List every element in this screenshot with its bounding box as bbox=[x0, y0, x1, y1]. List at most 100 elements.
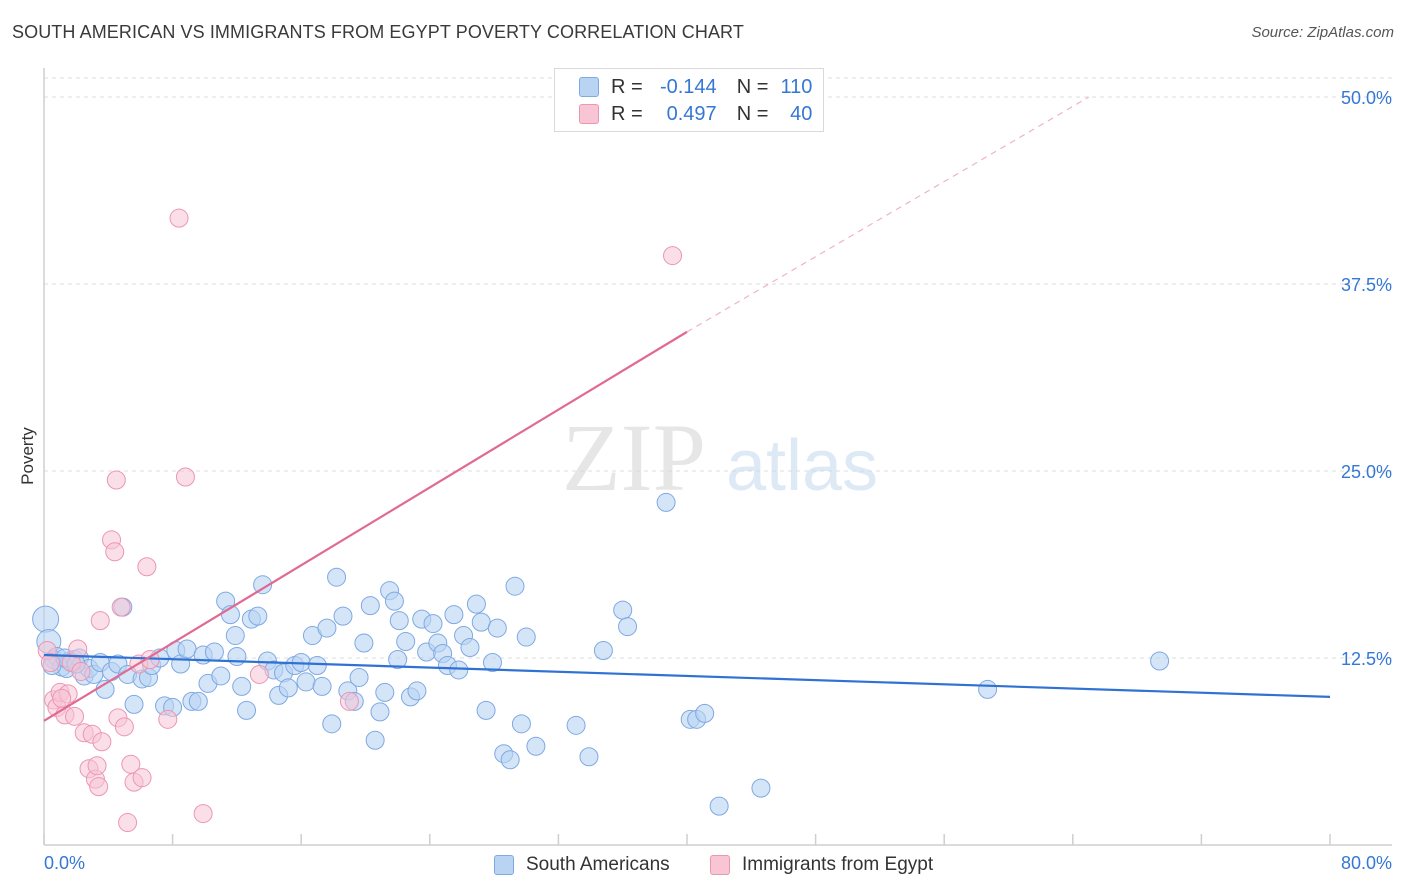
legend-r-value: 0.497 bbox=[666, 102, 717, 125]
data-point-south-americans bbox=[370, 702, 390, 722]
data-point-egypt bbox=[132, 768, 152, 788]
data-point-egypt bbox=[249, 664, 269, 684]
data-point-south-americans bbox=[322, 714, 342, 734]
data-point-south-americans bbox=[327, 567, 347, 587]
data-point-egypt bbox=[89, 777, 109, 797]
watermark-zip: ZIP bbox=[562, 404, 706, 511]
data-point-south-americans bbox=[444, 605, 464, 625]
data-point-south-americans bbox=[511, 714, 531, 734]
data-point-egypt bbox=[175, 467, 195, 487]
legend-row-south-americans: R = -0.144 N = 110 bbox=[579, 74, 812, 100]
data-point-south-americans bbox=[188, 691, 208, 711]
legend-row-egypt: R = 0.497 N = 40 bbox=[579, 101, 812, 127]
data-point-south-americans bbox=[227, 647, 247, 667]
data-point-south-americans bbox=[307, 655, 327, 675]
data-point-egypt bbox=[339, 691, 359, 711]
data-point-south-americans bbox=[204, 642, 224, 662]
data-point-south-americans bbox=[471, 612, 491, 632]
axes bbox=[43, 68, 1392, 846]
data-point-south-americans bbox=[365, 730, 385, 750]
y-tick-label: 37.5% bbox=[1341, 275, 1392, 295]
legend-n-label: N = bbox=[736, 75, 769, 98]
data-point-south-americans bbox=[466, 594, 486, 614]
data-point-south-americans bbox=[317, 618, 337, 638]
bottom-legend-swatch-pink bbox=[710, 855, 730, 875]
data-point-egypt bbox=[193, 804, 213, 824]
legend-n-value: 110 bbox=[780, 75, 813, 98]
chart-title: SOUTH AMERICAN VS IMMIGRANTS FROM EGYPT … bbox=[12, 22, 744, 42]
data-point-south-americans bbox=[278, 678, 298, 698]
trend-lines bbox=[43, 96, 1331, 722]
data-point-south-americans bbox=[656, 492, 676, 512]
data-point-south-americans bbox=[312, 676, 332, 696]
data-point-south-americans bbox=[237, 700, 257, 720]
source-label: Source: ZipAtlas.com bbox=[1251, 24, 1394, 41]
data-point-south-americans bbox=[978, 679, 998, 699]
data-point-south-americans bbox=[593, 641, 613, 661]
data-point-egypt bbox=[65, 706, 85, 726]
data-point-south-americans bbox=[389, 611, 409, 631]
data-point-south-americans bbox=[232, 676, 252, 696]
data-point-egypt bbox=[663, 246, 683, 266]
data-point-south-americans bbox=[516, 627, 536, 647]
y-tick-label: 25.0% bbox=[1341, 462, 1392, 482]
data-point-south-americans bbox=[349, 667, 369, 687]
bottom-legend-egypt: Immigrants from Egypt bbox=[710, 852, 933, 878]
data-point-south-americans bbox=[396, 632, 416, 652]
legend-n-value: 40 bbox=[790, 102, 813, 125]
data-point-south-americans bbox=[253, 575, 273, 595]
bottom-legend-swatch-blue bbox=[494, 855, 514, 875]
data-point-south-americans bbox=[476, 700, 496, 720]
data-point-south-americans bbox=[384, 591, 404, 611]
data-point-south-americans bbox=[618, 617, 638, 637]
data-point-south-americans bbox=[1150, 651, 1170, 671]
data-point-egypt bbox=[114, 717, 134, 737]
tick-labels: 12.5% 25.0% 37.5% 50.0% 0.0% 80.0% bbox=[44, 88, 1392, 873]
data-point-south-americans bbox=[526, 736, 546, 756]
data-point-egypt bbox=[106, 470, 126, 490]
legend-swatch-pink bbox=[579, 104, 599, 124]
data-point-south-americans bbox=[500, 750, 520, 770]
data-point-south-americans bbox=[487, 618, 507, 638]
legend-r-value: -0.144 bbox=[659, 75, 717, 98]
data-point-south-americans bbox=[613, 600, 633, 620]
y-tick-label: 12.5% bbox=[1341, 649, 1392, 669]
bottom-legend-label: South Americans bbox=[526, 854, 670, 875]
bottom-legend-label: Immigrants from Egypt bbox=[742, 854, 934, 875]
data-point-south-americans bbox=[360, 596, 380, 616]
data-point-south-americans bbox=[225, 626, 245, 646]
data-point-south-americans bbox=[505, 576, 525, 596]
series-south-americans bbox=[32, 492, 1170, 816]
data-point-south-americans bbox=[248, 606, 268, 626]
data-point-south-americans bbox=[333, 606, 353, 626]
data-point-south-americans bbox=[211, 666, 231, 686]
data-point-south-americans bbox=[460, 638, 480, 658]
data-point-south-americans bbox=[124, 694, 144, 714]
gridlines bbox=[44, 77, 1392, 659]
data-point-south-americans bbox=[449, 660, 469, 680]
data-point-egypt bbox=[169, 208, 189, 228]
data-point-egypt bbox=[40, 652, 60, 672]
data-point-south-americans bbox=[695, 703, 715, 723]
data-point-south-americans bbox=[177, 639, 197, 659]
data-point-egypt bbox=[68, 639, 88, 659]
legend-n-label: N = bbox=[736, 102, 769, 125]
data-point-egypt bbox=[87, 756, 107, 776]
x-tick-label-right: 80.0% bbox=[1341, 853, 1392, 873]
data-point-egypt bbox=[121, 754, 141, 774]
data-point-south-americans bbox=[32, 605, 60, 633]
data-point-egypt bbox=[52, 688, 72, 708]
data-point-south-americans bbox=[566, 715, 586, 735]
trend-line-south-americans bbox=[43, 653, 1331, 698]
data-point-egypt bbox=[118, 813, 138, 833]
data-point-egypt bbox=[105, 542, 125, 562]
data-point-south-americans bbox=[296, 672, 316, 692]
legend-r-label: R = bbox=[611, 75, 643, 98]
data-point-south-americans bbox=[388, 649, 408, 669]
data-point-south-americans bbox=[482, 652, 502, 672]
trend-line-egypt bbox=[43, 330, 688, 722]
data-point-egypt bbox=[90, 611, 110, 631]
data-point-egypt bbox=[137, 557, 157, 577]
data-point-egypt bbox=[111, 597, 131, 617]
